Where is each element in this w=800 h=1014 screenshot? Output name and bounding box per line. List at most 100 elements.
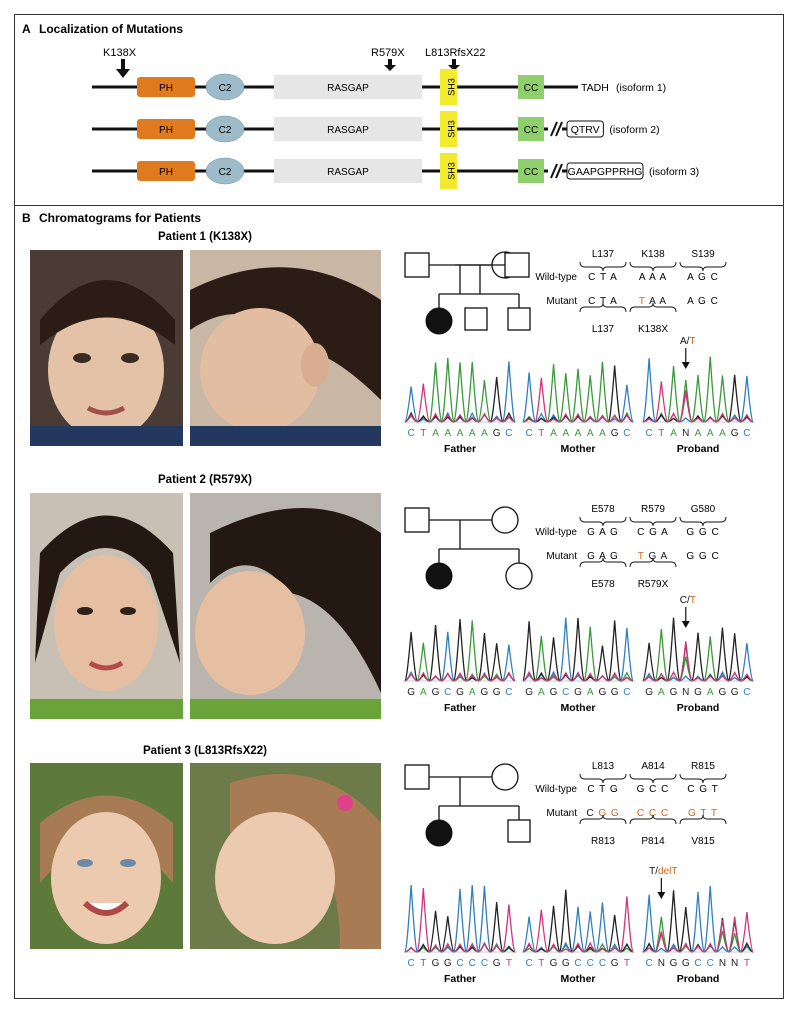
base-call: A xyxy=(658,687,665,698)
c2-domain xyxy=(205,115,245,143)
base-call: C xyxy=(456,958,463,969)
trace-label-father: Father xyxy=(444,443,476,455)
wild-type-codon: C T A xyxy=(588,272,618,283)
base-call: G xyxy=(611,687,619,698)
mutant-codon: T G A xyxy=(638,551,668,562)
codon-bottom-label: R579X xyxy=(638,579,669,590)
base-call: C xyxy=(562,687,569,698)
trace-label-proband: Proband xyxy=(677,443,720,455)
base-call: T xyxy=(420,428,426,439)
base-call: C xyxy=(599,958,606,969)
trace-t xyxy=(522,896,634,953)
base-call: N xyxy=(682,687,689,698)
codon-brace xyxy=(679,261,727,272)
rasgap-label: RASGAP xyxy=(327,83,369,94)
isoform-1-row: PH C2 RASGAP CC SH3 TADH (isoform 1) xyxy=(92,69,666,105)
base-call: A xyxy=(469,428,476,439)
base-call: G xyxy=(493,958,501,969)
trace-t xyxy=(404,383,516,423)
base-call: A xyxy=(670,428,677,439)
base-call: N xyxy=(731,958,738,969)
base-call: A xyxy=(587,428,594,439)
pedigree-father xyxy=(404,764,430,790)
codon-brace xyxy=(579,261,627,272)
base-call: A xyxy=(457,428,464,439)
base-call: C xyxy=(574,958,581,969)
isoform-tail-box xyxy=(566,162,644,180)
sh3-label: SH3 xyxy=(447,162,457,180)
sh3-domain xyxy=(440,69,457,105)
codon-top-label: E578 xyxy=(591,504,615,515)
trace-label-father: Father xyxy=(444,973,476,985)
base-call: A xyxy=(707,687,714,698)
codon-top-label: G580 xyxy=(691,504,716,515)
base-call: C xyxy=(469,958,476,969)
trace-g xyxy=(404,376,516,423)
base-call: C xyxy=(743,687,750,698)
c2-label: C2 xyxy=(219,125,232,136)
pedigree-line xyxy=(429,776,520,820)
sh3-label: SH3 xyxy=(447,120,457,138)
isoform-tail-text: TADH xyxy=(581,82,609,94)
c2-domain xyxy=(205,157,245,185)
pedigree-proband xyxy=(425,307,453,335)
codon-brace xyxy=(679,773,727,784)
isoform-label: (isoform 1) xyxy=(616,82,666,94)
base-call: T xyxy=(538,428,544,439)
base-call: G xyxy=(562,958,570,969)
pedigree-sibling xyxy=(464,307,488,331)
base-call: G xyxy=(444,958,452,969)
patient-1-profile-photo xyxy=(190,250,381,446)
patient-3-face-photo xyxy=(30,763,183,949)
isoform-tail-box xyxy=(566,120,604,138)
trace-g xyxy=(642,374,754,423)
base-call: T xyxy=(506,958,512,969)
patient-3-profile-photo xyxy=(190,763,381,949)
panel-b-title: Chromatograms for Patients xyxy=(39,211,201,225)
codon-brace xyxy=(579,516,627,527)
trace-label-mother: Mother xyxy=(561,443,596,455)
break-mark xyxy=(550,121,558,137)
base-call: G xyxy=(432,958,440,969)
mutant-codon: C C C xyxy=(637,808,669,819)
base-call: C xyxy=(505,687,512,698)
base-call: G xyxy=(670,958,678,969)
c2-label: C2 xyxy=(219,167,232,178)
trace-label-mother: Mother xyxy=(561,702,596,714)
ph-label: PH xyxy=(159,83,173,94)
trace-t xyxy=(642,911,754,953)
base-call: G xyxy=(682,958,690,969)
mutation-annotation: A/T xyxy=(680,336,696,347)
wild-type-codon: A G C xyxy=(687,272,719,283)
cc-label: CC xyxy=(524,125,538,136)
wild-type-codon: G C C xyxy=(637,784,670,795)
isoform-2-row: PH C2 RASGAP CC SH3 QTRV (isoform 2) xyxy=(92,111,660,147)
base-call: C xyxy=(407,428,414,439)
trace-label-mother: Mother xyxy=(561,973,596,985)
codon-brace xyxy=(629,302,677,313)
mutation-arrow-r579x xyxy=(384,59,396,71)
isoform-label: (isoform 2) xyxy=(609,124,659,136)
trace-t xyxy=(404,671,516,682)
wild-type-codon: A A A xyxy=(639,272,667,283)
base-call: A xyxy=(575,428,582,439)
base-call: A xyxy=(444,428,451,439)
mutant-label: Mutant xyxy=(546,808,577,819)
codon-brace xyxy=(579,557,627,568)
ph-domain xyxy=(137,161,195,181)
base-call: C xyxy=(707,958,714,969)
codon-top-label: R815 xyxy=(691,761,715,772)
mutant-codon: T A A xyxy=(639,296,667,307)
base-call: N xyxy=(682,428,689,439)
base-call: A xyxy=(538,687,545,698)
pedigree-proband xyxy=(425,819,453,847)
trace-t xyxy=(522,670,634,682)
base-call: C xyxy=(645,428,652,439)
base-call: G xyxy=(456,687,464,698)
